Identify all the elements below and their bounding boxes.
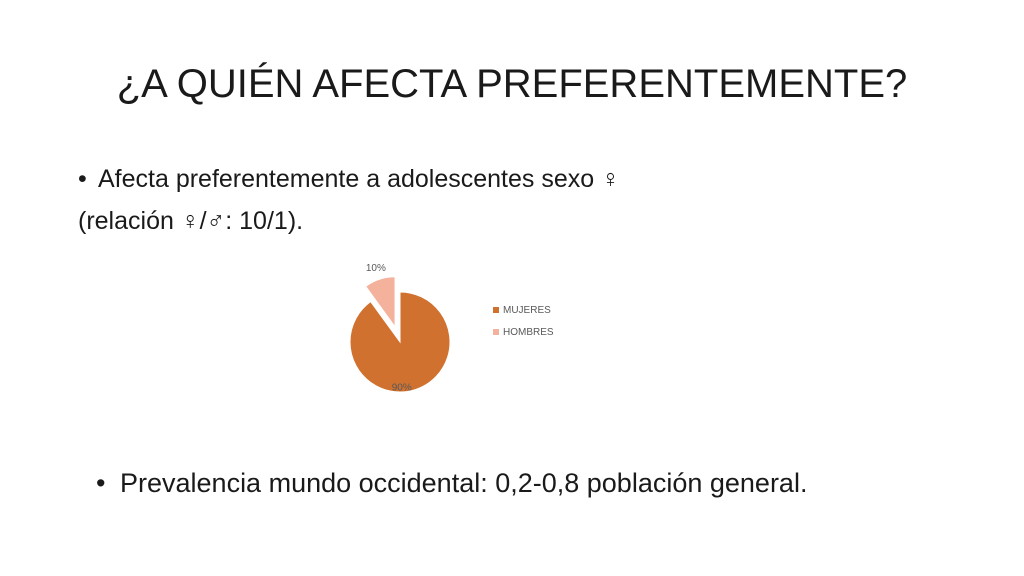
bullet-marker: •	[78, 165, 87, 193]
legend-swatch-mujeres	[493, 307, 499, 313]
pie-slices	[349, 276, 451, 393]
pie-data-label-mujeres: 90%	[392, 382, 412, 393]
bullet-1-line-1: • Afecta preferentemente a adolescentes s…	[78, 158, 838, 200]
pie-data-label-hombres: 10%	[366, 263, 386, 274]
chart-legend: MUJERES HOMBRES	[493, 305, 554, 338]
legend-swatch-hombres	[493, 329, 499, 335]
legend-label-hombres: HOMBRES	[503, 327, 554, 338]
pie-chart: 90% 10% MUJERES HOMBRES	[349, 263, 554, 394]
bullet-marker: •	[96, 468, 106, 498]
bullet-1-line-2: (relación ♀/♂: 10/1).	[78, 207, 304, 235]
bullet-text-2: • Prevalencia mundo occidental: 0,2-0,8 p…	[96, 465, 956, 501]
bullet-text-1: • Afecta preferentemente a adolescentes s…	[78, 158, 838, 242]
bullet-2-text: Prevalencia mundo occidental: 0,2-0,8 po…	[120, 468, 808, 498]
bullet-1-line-1-text: Afecta preferentemente a adolescentes se…	[98, 165, 620, 193]
pie-slice-mujeres	[349, 291, 451, 393]
pie-data-labels: 90% 10%	[366, 263, 412, 394]
slide-title: ¿A QUIÉN AFECTA PREFERENTEMENTE?	[116, 62, 908, 106]
legend-label-mujeres: MUJERES	[503, 305, 551, 316]
pie-slice-hombres	[364, 276, 396, 329]
